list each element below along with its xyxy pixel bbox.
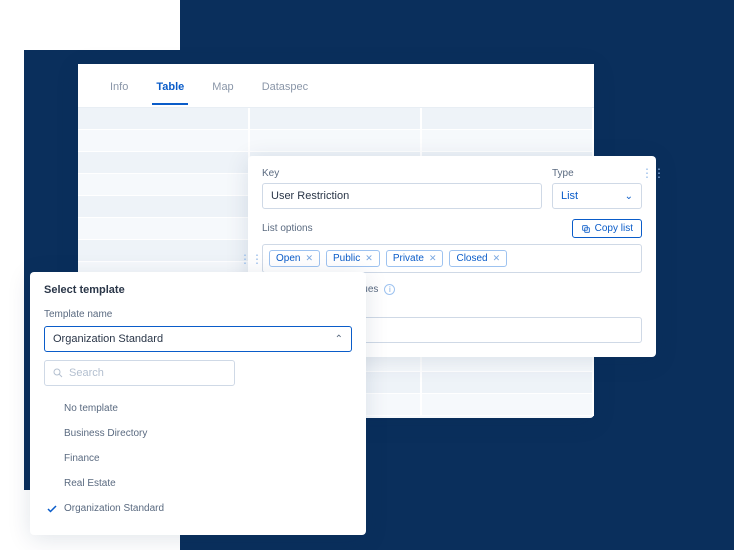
select-template-card: Select template Template name Organizati… [30,272,366,535]
list-option-chip[interactable]: Closed ✕ [449,250,507,267]
list-option-chip[interactable]: Public ✕ [326,250,380,267]
copy-list-label: Copy list [595,223,633,234]
key-input-value: User Restriction [271,190,349,202]
tab-dataspec[interactable]: Dataspec [248,67,322,105]
select-template-title: Select template [44,284,352,296]
template-option[interactable]: Real Estate [44,471,352,496]
chip-remove-icon[interactable]: ✕ [305,253,313,264]
info-icon[interactable]: i [384,284,395,295]
chip-remove-icon[interactable]: ✕ [365,253,373,264]
chip-label: Closed [456,253,487,264]
template-option[interactable]: No template [44,396,352,421]
template-option-label: Organization Standard [64,503,164,514]
chip-remove-icon[interactable]: ✕ [493,253,501,264]
chip-label: Private [393,253,424,264]
drag-handle-icon[interactable]: ⋮⋮ [641,166,665,180]
chevron-down-icon: ⌄ [625,191,633,202]
type-label: Type [552,168,642,179]
template-option-label: Business Directory [64,428,147,439]
type-select-value: List [561,190,578,202]
template-option[interactable]: Finance [44,446,352,471]
chip-label: Open [276,253,300,264]
copy-icon [581,224,591,234]
template-option-label: Real Estate [64,478,116,489]
tab-map[interactable]: Map [198,67,247,105]
search-icon [52,367,64,379]
key-input[interactable]: User Restriction [262,183,542,209]
template-option-label: No template [64,403,118,414]
template-name-select[interactable]: Organization Standard ⌃ [44,326,352,352]
template-options-list: No template Business Directory Finance Real… [44,396,352,521]
drag-handle-icon[interactable]: ⋮⋮ [239,252,263,266]
key-label: Key [262,168,542,179]
template-name-label: Template name [44,309,112,320]
template-option[interactable]: Organization Standard [44,496,352,521]
template-name-value: Organization Standard [53,333,163,345]
table-row [78,130,594,152]
search-placeholder: Search [69,367,104,379]
chevron-up-icon: ⌃ [335,334,343,345]
chip-label: Public [333,253,360,264]
template-search-input[interactable]: Search [44,360,235,386]
chip-remove-icon[interactable]: ✕ [429,253,437,264]
list-options-label: List options [262,223,313,234]
tab-table[interactable]: Table [142,67,198,105]
list-option-chip[interactable]: Private ✕ [386,250,444,267]
template-option[interactable]: Business Directory [44,421,352,446]
list-option-chip[interactable]: Open ✕ [269,250,320,267]
copy-list-button[interactable]: Copy list [572,219,642,238]
tab-bar: InfoTableMapDataspec [78,64,594,108]
check-icon [46,503,58,515]
table-row [78,108,594,130]
type-select[interactable]: List ⌄ [552,183,642,209]
list-options-input[interactable]: Open ✕ Public ✕ Private ✕ Closed ✕ [262,244,642,273]
template-option-label: Finance [64,453,100,464]
tab-info[interactable]: Info [96,67,142,105]
